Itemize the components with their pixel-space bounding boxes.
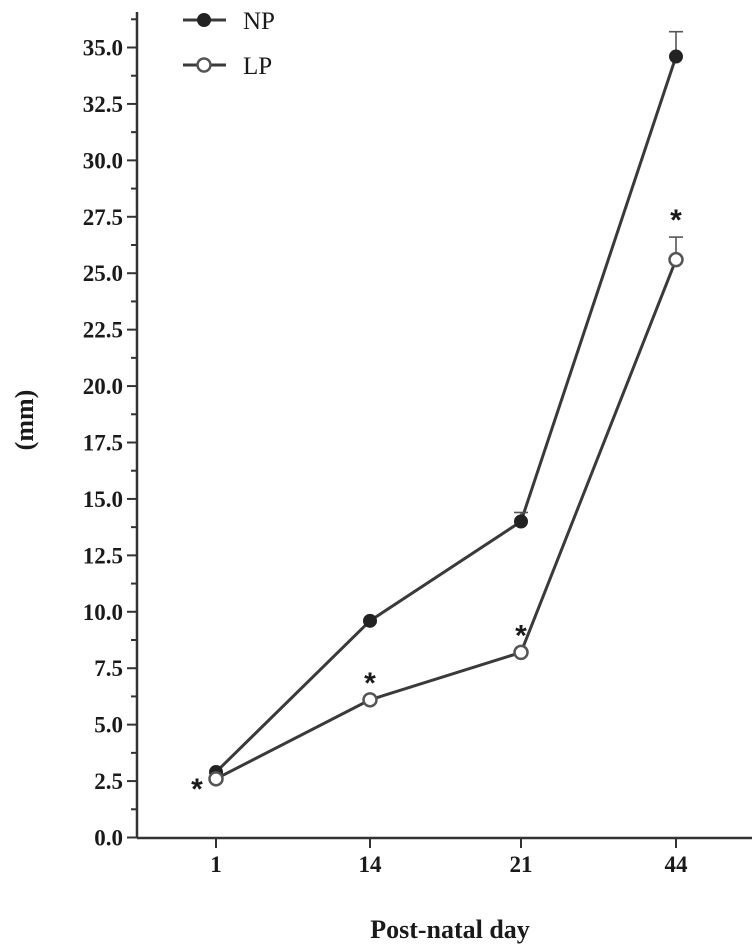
legend: NP LP [183, 8, 275, 80]
legend-label: NP [243, 8, 275, 35]
significance-marker: * [364, 667, 376, 700]
x-axis: 1 14 21 44 [137, 836, 752, 877]
x-axis-title: Post-natal day [370, 915, 530, 944]
data-point [668, 251, 684, 268]
x-tick-label: 1 [210, 852, 222, 877]
series-layer: * * * * [191, 30, 684, 806]
data-point [514, 514, 528, 529]
x-tick-label: 21 [510, 852, 533, 877]
y-tick-label: 32.5 [83, 92, 123, 117]
series-line-lp [215, 259, 678, 781]
data-point [513, 644, 529, 661]
y-tick-label: 15.0 [83, 487, 123, 512]
y-tick-label: 12.5 [83, 543, 123, 568]
y-tick-label: 25.0 [83, 261, 123, 286]
x-tick-label: 44 [665, 852, 689, 877]
series-lp: * * * * [191, 204, 684, 806]
y-tick-label: 27.5 [83, 205, 123, 230]
y-axis: 0.0 2.5 5.0 7.5 10.0 12.5 15.0 17.5 20.0 22.5 25.0… [83, 12, 139, 851]
y-tick-label: 5.0 [94, 713, 123, 738]
y-tick-label: 10.0 [83, 600, 123, 625]
significance-marker: * [191, 773, 203, 806]
y-tick-label: 7.5 [94, 656, 123, 681]
x-tick-label: 14 [359, 852, 383, 877]
y-tick-label: 17.5 [83, 431, 123, 456]
y-tick-label: 30.0 [83, 148, 123, 173]
series-line-np [214, 56, 678, 774]
legend-item-np: NP [183, 8, 275, 35]
y-tick-label: 0.0 [94, 826, 123, 851]
y-tick-label: 20.0 [83, 374, 123, 399]
y-axis-title: (mm) [10, 390, 39, 451]
significance-marker: * [670, 204, 682, 237]
data-point [669, 49, 683, 64]
y-tick-label: 35.0 [83, 36, 123, 61]
y-tick-label: 2.5 [94, 769, 123, 794]
data-point [362, 692, 378, 708]
legend-label: LP [243, 53, 272, 80]
y-tick-label: 22.5 [83, 318, 123, 343]
legend-marker [196, 57, 212, 73]
significance-marker: * [515, 619, 527, 652]
legend-item-lp: LP [183, 53, 272, 80]
series-np [209, 30, 683, 780]
legend-marker [197, 13, 211, 27]
data-point [363, 613, 377, 628]
data-point [208, 771, 224, 787]
